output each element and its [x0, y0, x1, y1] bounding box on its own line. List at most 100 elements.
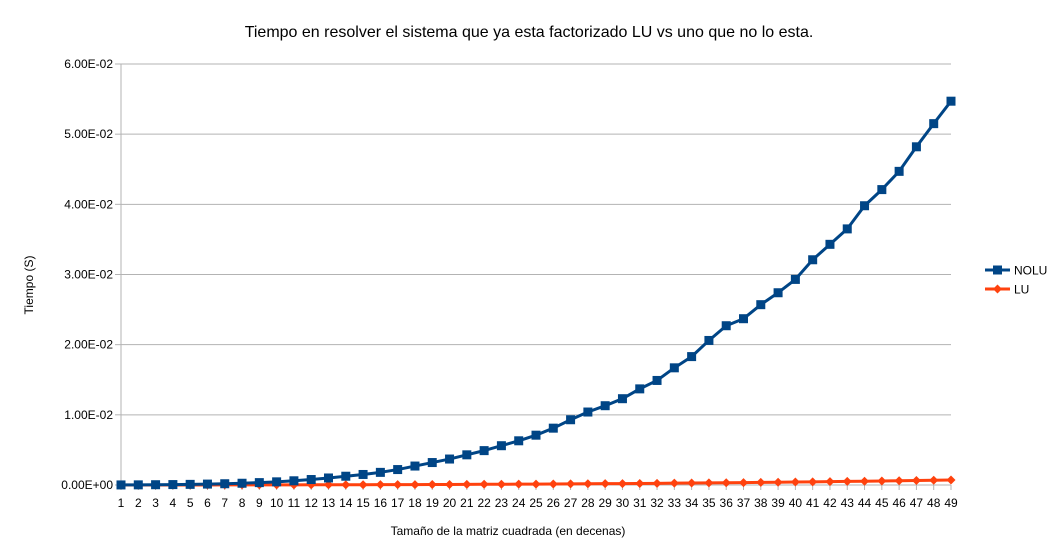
legend: NOLU LU [985, 264, 1047, 297]
x-tick-label: 39 [771, 496, 785, 510]
data-point-nolu [393, 465, 403, 475]
data-point-nolu [790, 274, 800, 284]
data-point-lu [617, 479, 627, 489]
legend-item-lu: LU [985, 283, 1029, 297]
data-point-lu [860, 476, 870, 486]
data-point-nolu [185, 479, 195, 489]
data-point-nolu [496, 441, 506, 451]
x-tick-label: 46 [892, 496, 906, 510]
data-point-nolu [773, 288, 783, 298]
data-point-lu [669, 478, 679, 488]
x-tick-label: 48 [927, 496, 941, 510]
data-point-lu [704, 478, 714, 488]
data-point-lu [773, 477, 783, 487]
x-tick-label: 18 [408, 496, 422, 510]
x-tick-label: 20 [443, 496, 457, 510]
data-point-lu [324, 480, 333, 490]
data-point-lu [790, 477, 800, 487]
legend-item-nolu: NOLU [985, 264, 1047, 278]
x-tick-label: 12 [305, 496, 319, 510]
data-point-lu [514, 479, 524, 489]
data-point-lu [739, 478, 748, 488]
data-point-nolu [825, 239, 835, 249]
data-point-nolu [133, 480, 143, 490]
data-point-nolu [652, 375, 662, 385]
y-tick-label: 1.00E-02 [64, 408, 113, 422]
data-point-nolu [566, 415, 576, 425]
data-point-nolu [479, 446, 489, 456]
data-point-lu [946, 475, 956, 485]
y-tick-label: 4.00E-02 [64, 197, 113, 211]
plot-area [116, 96, 956, 490]
data-point-lu [410, 480, 420, 490]
data-point-lu [358, 480, 368, 490]
series-nolu [116, 96, 956, 490]
data-point-nolu [341, 471, 351, 481]
x-tick-label: 22 [477, 496, 491, 510]
y-tick-label: 3.00E-02 [64, 268, 113, 282]
data-point-nolu [514, 436, 524, 446]
x-tick-label: 30 [616, 496, 630, 510]
data-point-nolu [635, 384, 645, 394]
data-point-lu [652, 478, 662, 488]
data-point-nolu [151, 480, 161, 490]
data-point-nolu [704, 335, 714, 345]
data-point-nolu [756, 300, 766, 310]
x-tick-label: 41 [806, 496, 820, 510]
data-point-nolu [306, 475, 316, 485]
x-tick-label: 43 [841, 496, 855, 510]
x-tick-label: 32 [650, 496, 664, 510]
x-tick-label: 2 [135, 496, 142, 510]
data-point-lu [427, 480, 437, 490]
x-tick-label: 35 [702, 496, 716, 510]
x-tick-label: 49 [944, 496, 958, 510]
y-tick-label: 6.00E-02 [64, 57, 113, 71]
x-tick-label: 19 [426, 496, 440, 510]
x-tick-label: 7 [221, 496, 228, 510]
data-point-nolu [254, 478, 264, 488]
x-tick-label: 17 [391, 496, 405, 510]
legend-label: LU [1014, 283, 1029, 297]
data-point-lu [808, 477, 818, 487]
data-point-nolu [548, 423, 558, 433]
data-point-lu [894, 476, 904, 486]
x-tick-label: 38 [754, 496, 768, 510]
x-tick-label: 5 [187, 496, 194, 510]
data-point-lu [462, 479, 472, 489]
y-tick-label: 5.00E-02 [64, 127, 113, 141]
data-point-nolu [600, 401, 610, 411]
x-tick-label: 29 [598, 496, 612, 510]
data-point-nolu [808, 255, 818, 265]
legend-label: NOLU [1014, 264, 1047, 278]
x-tick-label: 24 [512, 496, 526, 510]
data-point-lu [496, 479, 506, 489]
data-point-nolu [462, 450, 472, 460]
data-point-lu [687, 478, 697, 488]
data-point-nolu [739, 314, 748, 324]
data-point-nolu [617, 394, 627, 404]
x-tick-label: 37 [737, 496, 751, 510]
x-tick-label: 15 [356, 496, 370, 510]
data-point-lu [548, 479, 558, 489]
data-point-lu [583, 479, 593, 489]
data-point-nolu [929, 119, 939, 129]
data-point-nolu [860, 201, 870, 211]
x-axis-label: Tamaño de la matriz cuadrada (en decenas… [391, 524, 626, 538]
data-point-nolu [272, 477, 282, 487]
data-point-nolu [583, 407, 593, 417]
data-point-nolu [669, 363, 679, 373]
data-point-nolu [877, 185, 887, 195]
data-point-nolu [721, 321, 731, 331]
data-point-nolu [894, 166, 904, 176]
x-tick-label: 8 [239, 496, 246, 510]
x-tick-label: 1 [118, 496, 125, 510]
data-point-nolu [427, 458, 437, 468]
data-point-lu [341, 480, 351, 490]
x-tick-label: 40 [789, 496, 803, 510]
x-tick-label: 26 [547, 496, 561, 510]
data-point-nolu [531, 430, 541, 440]
data-point-lu [531, 479, 541, 489]
x-tick-label: 21 [460, 496, 474, 510]
data-point-nolu [202, 479, 212, 489]
